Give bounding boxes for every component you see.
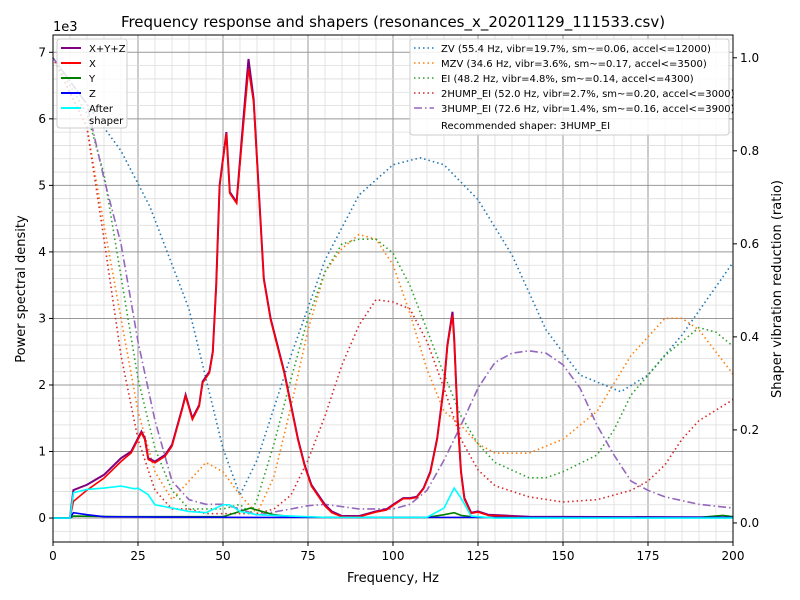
y-tick-label: 0 xyxy=(38,511,46,525)
shaper-line-3hump-ei xyxy=(52,57,734,516)
legend-entry: EI (48.2 Hz, vibr=4.8%, sm~=0.14, accel<… xyxy=(441,74,694,85)
legend-entry: X+Y+Z xyxy=(89,44,126,55)
x-tick-label: 200 xyxy=(722,549,745,563)
legend-box xyxy=(409,38,730,136)
legend-entry: After shaper xyxy=(89,104,124,127)
legend-box xyxy=(56,38,128,129)
y-tick-label: 3 xyxy=(38,311,46,325)
y-axis-label: Power spectral density xyxy=(14,215,29,363)
psd-line-x xyxy=(53,68,734,519)
shaper-line-2hump-ei xyxy=(52,57,734,515)
chart-title: Frequency response and shapers (resonanc… xyxy=(121,13,665,32)
y-tick-label: 5 xyxy=(38,178,46,192)
legend-entry: 3HUMP_EI (72.6 Hz, vibr=1.4%, sm~=0.16, … xyxy=(441,104,735,115)
legend-entry: ZV (55.4 Hz, vibr=19.7%, sm~=0.06, accel… xyxy=(441,44,711,55)
x-tick-label: 50 xyxy=(215,549,230,563)
x-tick-label: 100 xyxy=(382,549,405,563)
legend-entry: X xyxy=(89,59,96,70)
x-tick-label: 75 xyxy=(300,549,315,563)
y-right-tick-label: 0.4 xyxy=(740,330,759,344)
x-axis-label: Frequency, Hz xyxy=(347,571,439,586)
series-lines xyxy=(52,57,734,520)
y-tick-label: 1 xyxy=(38,445,46,459)
legend-entry: 2HUMP_EI (52.0 Hz, vibr=2.7%, sm~=0.20, … xyxy=(441,89,735,100)
x-tick-label: 125 xyxy=(467,549,490,563)
legend-entry: Z xyxy=(89,89,96,100)
grid xyxy=(52,35,734,542)
y-offset-label: 1e3 xyxy=(53,20,78,35)
legend-entry: MZV (34.6 Hz, vibr=3.6%, sm~=0.17, accel… xyxy=(441,59,707,70)
y-right-tick-label: 0.0 xyxy=(740,516,759,530)
shaper-line-ei xyxy=(52,57,734,515)
psd-line-after-shaper xyxy=(53,485,733,519)
y-tick-label: 7 xyxy=(38,45,46,59)
y-right-tick-label: 0.8 xyxy=(740,144,759,158)
y-tick-label: 2 xyxy=(38,378,46,392)
legend-shapers: ZV (55.4 Hz, vibr=19.7%, sm~=0.06, accel… xyxy=(409,38,735,136)
legend-entry: Y xyxy=(88,74,96,85)
y-right-tick-label: 1.0 xyxy=(740,51,759,65)
x-tick-label: 175 xyxy=(637,549,660,563)
y-tick-label: 4 xyxy=(38,245,46,259)
x-tick-label: 0 xyxy=(49,549,57,563)
y-tick-label: 6 xyxy=(38,112,46,126)
ticks: 0 25 50 75 100 125 150 175 200 0 1 2 3 4 5 6 7 0.0 0.2 0.4 0… xyxy=(38,45,759,563)
y-right-tick-label: 0.2 xyxy=(740,423,759,437)
x-tick-label: 150 xyxy=(552,549,575,563)
x-tick-label: 25 xyxy=(130,549,145,563)
y-axis-right-label: Shaper vibration reduction (ratio) xyxy=(770,180,785,398)
legend-psd: X+Y+Z XYZ After shaper xyxy=(56,38,128,129)
y-right-tick-label: 0.6 xyxy=(740,237,759,251)
recommended-shaper: Recommended shaper: 3HUMP_EI xyxy=(441,121,610,132)
